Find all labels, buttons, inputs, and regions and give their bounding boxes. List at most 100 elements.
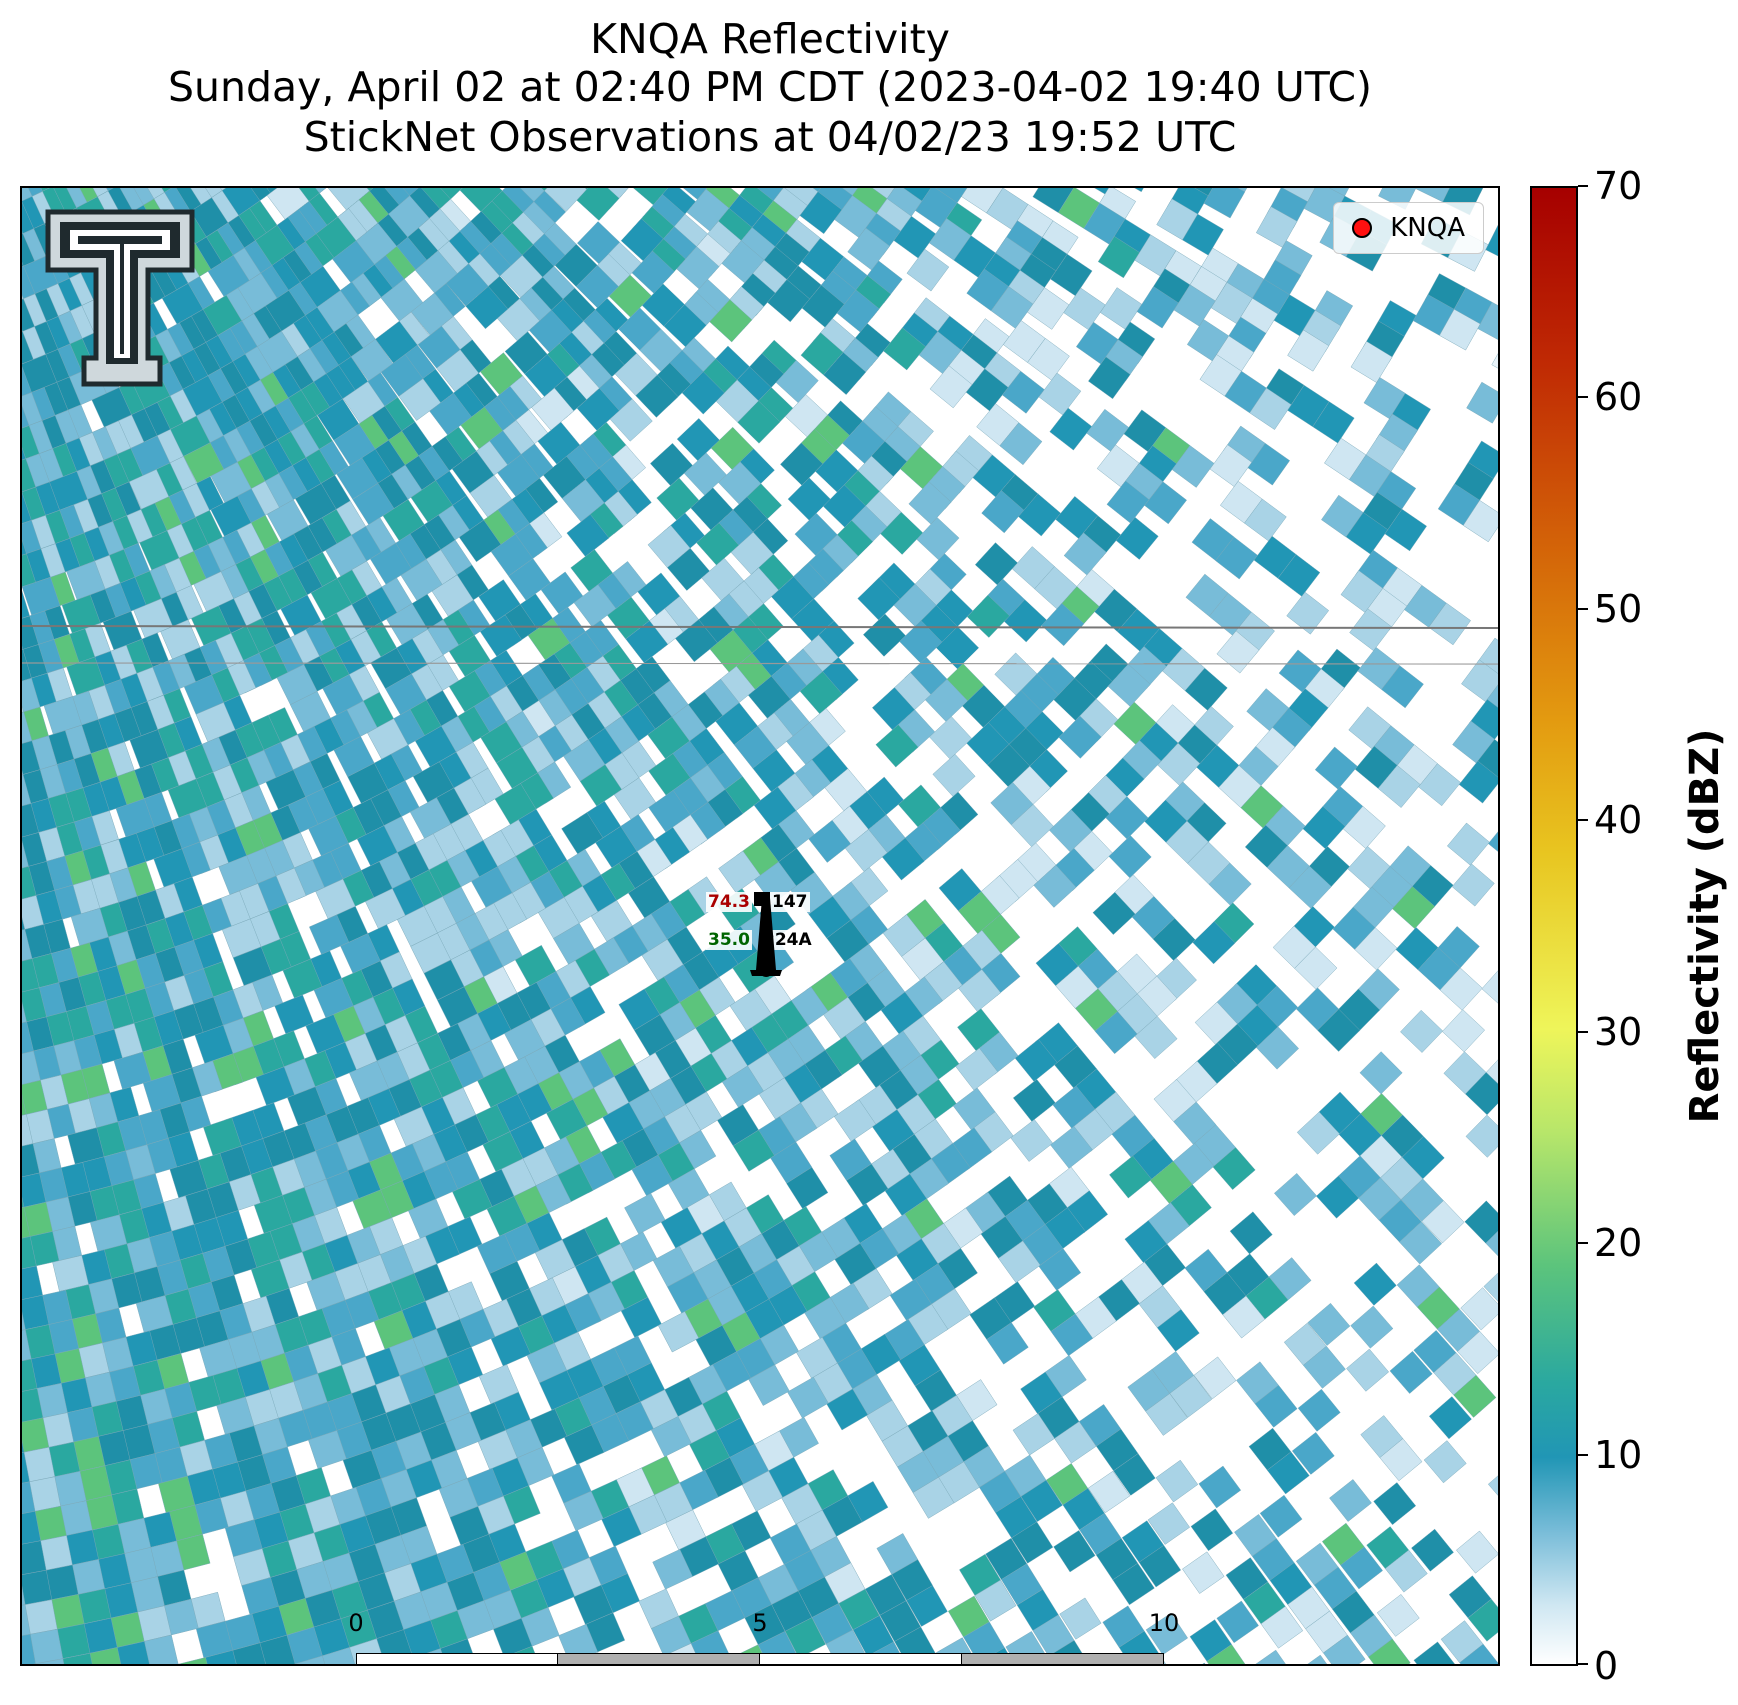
reflectivity-gate <box>681 371 725 415</box>
reflectivity-gate <box>1466 381 1498 424</box>
reflectivity-gate <box>880 511 924 555</box>
reflectivity-gate <box>683 452 727 496</box>
reflectivity-gate <box>1206 1644 1249 1664</box>
reflectivity-gate <box>780 442 824 486</box>
reflectivity-gate <box>1087 1470 1131 1514</box>
reflectivity-field <box>22 188 1498 1664</box>
station-dewpoint: 35.0 <box>706 930 752 950</box>
reflectivity-gate <box>1109 1155 1152 1199</box>
reflectivity-gate <box>998 1240 1041 1284</box>
reflectivity-gate <box>1249 387 1292 430</box>
colorbar-tick-label: 50 <box>1594 586 1643 631</box>
reflectivity-gate <box>22 929 33 967</box>
reflectivity-gate <box>857 577 901 621</box>
reflectivity-gate <box>1316 1175 1359 1219</box>
colorbar-tick <box>1578 396 1588 399</box>
reflectivity-gate <box>1054 1421 1097 1464</box>
reflectivity-gate <box>929 365 973 409</box>
reflectivity-gate <box>255 1066 295 1106</box>
reflectivity-gate <box>1323 1634 1366 1664</box>
reflectivity-gate <box>1198 1465 1242 1509</box>
reflectivity-gate <box>400 559 443 601</box>
reflectivity-gate <box>22 1574 26 1611</box>
scale-segment <box>961 1653 1164 1664</box>
boundary-line <box>22 662 1498 665</box>
reflectivity-gate <box>1106 480 1150 524</box>
reflectivity-gate <box>912 1476 955 1519</box>
reflectivity-gate <box>1307 1302 1351 1346</box>
reflectivity-gate <box>22 774 32 812</box>
reflectivity-gate <box>1439 309 1481 351</box>
reflectivity-gate <box>1462 500 1498 543</box>
scale-tick-10: 10 <box>1148 1609 1180 1637</box>
colorbar-tick-label: 70 <box>1594 164 1643 208</box>
reflectivity-gate <box>1302 1345 1346 1389</box>
reflectivity-gate <box>1465 1072 1498 1116</box>
reflectivity-gate <box>429 392 472 436</box>
station-id: 224A <box>761 930 814 950</box>
reflectivity-gate <box>1346 1348 1390 1392</box>
colorbar-tick-label: 20 <box>1594 1221 1643 1266</box>
reflectivity-gate <box>675 619 718 663</box>
reflectivity-gate <box>1302 806 1346 850</box>
reflectivity-gate <box>352 483 395 525</box>
colorbar-tick-label: 30 <box>1594 1009 1643 1054</box>
reflectivity-gate <box>893 215 937 259</box>
reflectivity-gate <box>1350 341 1393 383</box>
reflectivity-gate <box>974 1579 1017 1622</box>
reflectivity-gate <box>1063 532 1107 576</box>
reflectivity-gate <box>925 678 968 722</box>
reflectivity-gate <box>22 586 30 626</box>
radar-map[interactable]: KNQA 74.3 147 35.0 224A 0 5 10 km <box>20 186 1500 1666</box>
reflectivity-gate <box>1145 1393 1188 1436</box>
reflectivity-gate <box>676 418 720 462</box>
reflectivity-gate <box>540 571 584 615</box>
reflectivity-gate <box>1488 820 1498 863</box>
reflectivity-gate <box>883 327 926 371</box>
reflectivity-gate <box>657 1311 700 1353</box>
reflectivity-gate <box>33 1658 69 1664</box>
reflectivity-gate <box>22 1084 27 1122</box>
reflectivity-gate <box>1368 1638 1411 1664</box>
knqa-marker-icon <box>1352 218 1373 238</box>
reflectivity-gate <box>1485 222 1498 264</box>
wind-barb-icon[interactable] <box>740 888 800 988</box>
colorbar-title: Reflectivity (dBZ) <box>1682 728 1728 1124</box>
reflectivity-gate <box>1277 554 1321 597</box>
reflectivity-gate <box>1059 1597 1102 1640</box>
reflectivity-gate <box>1010 804 1054 848</box>
reflectivity-gate <box>575 265 619 309</box>
colorbar-tick <box>1578 1030 1588 1033</box>
reflectivity-gate <box>823 352 867 395</box>
reflectivity-gate <box>696 522 740 566</box>
reflectivity-gate <box>787 477 831 521</box>
reflectivity-gate <box>1033 864 1077 908</box>
scale-segment <box>759 1653 962 1664</box>
reflectivity-gate <box>608 274 652 318</box>
scale-segment <box>356 1653 559 1664</box>
reflectivity-gate <box>22 1481 36 1518</box>
reflectivity-gate <box>544 188 588 212</box>
reflectivity-gate <box>308 1430 347 1469</box>
reflectivity-gate <box>1354 927 1398 971</box>
reflectivity-gate <box>452 1179 493 1220</box>
reflectivity-gate <box>1428 1396 1472 1440</box>
reflectivity-gate <box>1312 401 1355 444</box>
reflectivity-gate <box>1485 1222 1498 1265</box>
reflectivity-gate <box>652 1549 693 1590</box>
reflectivity-gate <box>1329 1479 1372 1522</box>
reflectivity-gate <box>1012 1079 1056 1122</box>
reflectivity-gate <box>1465 1114 1498 1158</box>
reflectivity-gate <box>1212 1147 1256 1190</box>
reflectivity-gate <box>1147 1502 1190 1545</box>
reflectivity-gate <box>1421 1200 1465 1244</box>
reflectivity-gate <box>718 850 761 894</box>
colorbar-tick-label: 40 <box>1594 798 1643 843</box>
reflectivity-gate <box>576 188 620 221</box>
colorbar-tick-label: 60 <box>1594 375 1643 420</box>
reflectivity-gate <box>22 491 32 531</box>
reflectivity-gate <box>1379 1438 1423 1482</box>
reflectivity-gate <box>1247 443 1290 486</box>
colorbar-tick <box>1578 819 1588 822</box>
colorbar-tick <box>1578 185 1588 187</box>
